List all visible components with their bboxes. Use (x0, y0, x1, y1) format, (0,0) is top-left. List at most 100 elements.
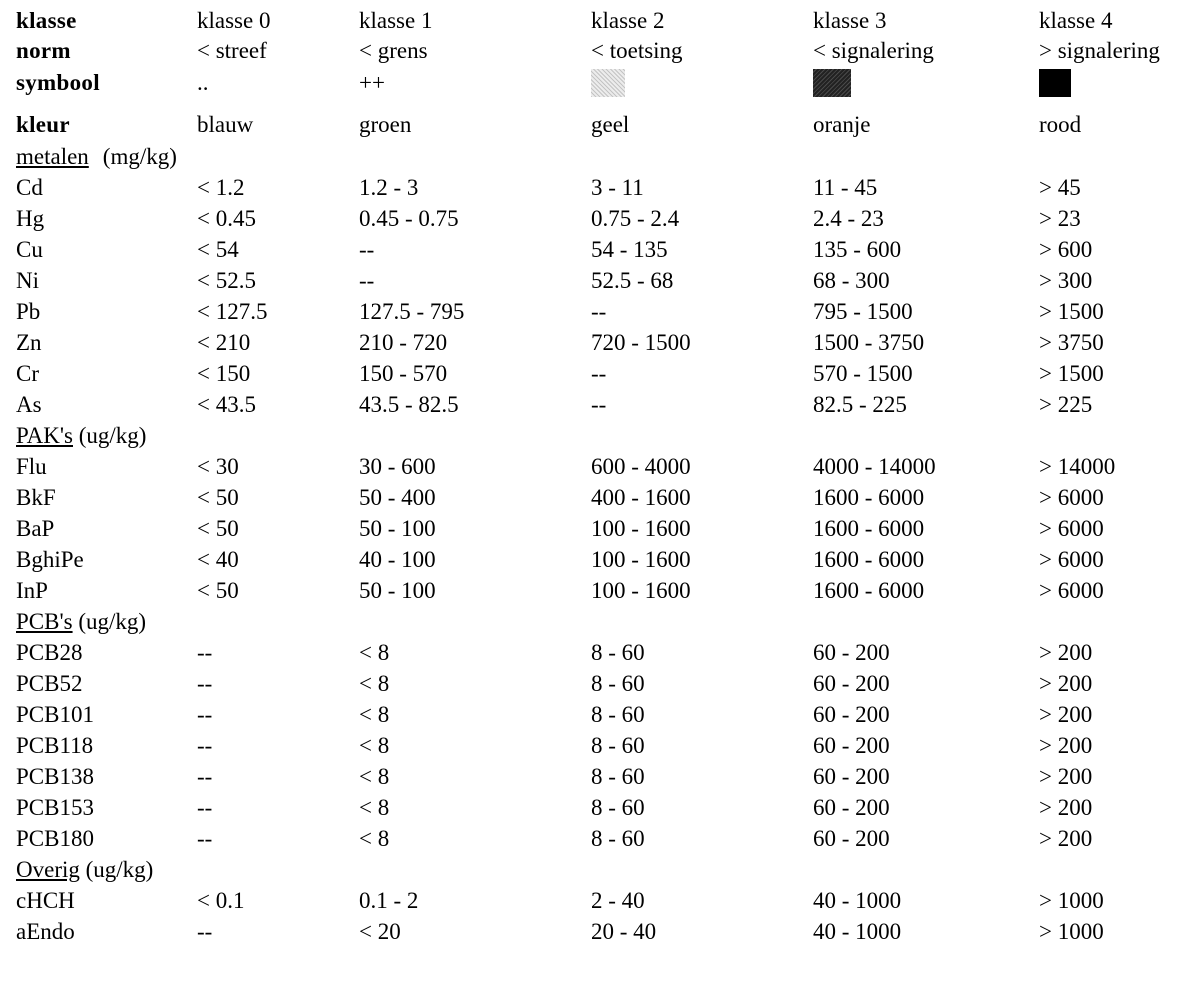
header-row-symbool: symbool .. ++ (0, 68, 1203, 98)
section-heading-paks: PAK's (ug/kg) (0, 421, 1203, 451)
cell-klasse-2: 54 - 135 (591, 237, 668, 262)
cell-klasse-0: < 127.5 (197, 299, 268, 324)
row-label: PCB52 (16, 671, 83, 696)
table-row: cHCH < 0.1 0.1 - 2 2 - 40 40 - 1000 > 10… (0, 886, 1203, 916)
cell-klasse-4: > 200 (1039, 764, 1093, 789)
row-label: Ni (16, 268, 39, 293)
row-label: Hg (16, 206, 45, 231)
cell-klasse-3: 795 - 1500 (813, 299, 913, 324)
header-klasse-1: klasse 1 (359, 8, 433, 33)
row-label: PCB28 (16, 640, 83, 665)
cell-klasse-1: -- (359, 237, 375, 262)
cell-klasse-4: > 6000 (1039, 516, 1104, 541)
cell-klasse-3: 68 - 300 (813, 268, 890, 293)
table-row: As < 43.5 43.5 - 82.5 -- 82.5 - 225 > 22… (0, 390, 1203, 420)
section-unit: (ug/kg) (78, 609, 147, 634)
kleur-klasse-2: geel (591, 112, 630, 137)
cell-klasse-3: 1600 - 6000 (813, 516, 925, 541)
cell-klasse-1: < 8 (359, 826, 390, 851)
symbool-klasse-2 (591, 68, 625, 98)
cell-klasse-0: -- (197, 671, 213, 696)
table-row: Pb < 127.5 127.5 - 795 -- 795 - 1500 > 1… (0, 297, 1203, 327)
light-dotted-swatch-icon (591, 69, 625, 97)
row-label: InP (16, 578, 48, 603)
cell-klasse-2: 100 - 1600 (591, 516, 691, 541)
table-row: Flu < 30 30 - 600 600 - 4000 4000 - 1400… (0, 452, 1203, 482)
cell-klasse-2: 2 - 40 (591, 888, 645, 913)
cell-klasse-1: < 8 (359, 733, 390, 758)
norm-klasse-0: < streef (197, 38, 267, 63)
row-label: Cu (16, 237, 43, 262)
cell-klasse-1: 40 - 100 (359, 547, 436, 572)
header-label-klasse: klasse (16, 8, 77, 33)
cell-klasse-0: < 50 (197, 516, 239, 541)
section-name: metalen (16, 144, 89, 169)
cell-klasse-3: 1600 - 6000 (813, 547, 925, 572)
cell-klasse-3: 60 - 200 (813, 826, 890, 851)
cell-klasse-2: 3 - 11 (591, 175, 644, 200)
header-label-symbool: symbool (16, 70, 100, 95)
cell-klasse-2: 8 - 60 (591, 671, 645, 696)
section-heading-text: PCB's (ug/kg) (16, 607, 146, 637)
cell-klasse-3: 60 - 200 (813, 640, 890, 665)
row-label: BaP (16, 516, 55, 541)
norm-klasse-3: < signalering (813, 38, 934, 63)
kleur-klasse-0: blauw (197, 112, 254, 137)
cell-klasse-4: > 200 (1039, 733, 1093, 758)
row-label: Zn (16, 330, 42, 355)
cell-klasse-4: > 23 (1039, 206, 1081, 231)
cell-klasse-1: 1.2 - 3 (359, 175, 419, 200)
cell-klasse-4: > 3750 (1039, 330, 1104, 355)
cell-klasse-2: 52.5 - 68 (591, 268, 674, 293)
section-name: PCB's (16, 609, 73, 634)
cell-klasse-2: 600 - 4000 (591, 454, 691, 479)
cell-klasse-3: 135 - 600 (813, 237, 902, 262)
cell-klasse-0: -- (197, 919, 213, 944)
cell-klasse-0: < 0.1 (197, 888, 245, 913)
cell-klasse-0: -- (197, 764, 213, 789)
table-row: aEndo -- < 20 20 - 40 40 - 1000 > 1000 (0, 917, 1203, 947)
cell-klasse-4: > 300 (1039, 268, 1093, 293)
cell-klasse-0: < 40 (197, 547, 239, 572)
section-heading-text: PAK's (ug/kg) (16, 421, 146, 451)
row-label: Cd (16, 175, 43, 200)
cell-klasse-3: 60 - 200 (813, 733, 890, 758)
cell-klasse-1: 0.1 - 2 (359, 888, 419, 913)
cell-klasse-4: > 200 (1039, 795, 1093, 820)
symbool-klasse-1: ++ (359, 70, 385, 95)
cell-klasse-1: 150 - 570 (359, 361, 448, 386)
table-row: InP < 50 50 - 100 100 - 1600 1600 - 6000… (0, 576, 1203, 606)
row-label: As (16, 392, 42, 417)
row-label: PCB153 (16, 795, 94, 820)
cell-klasse-0: < 210 (197, 330, 251, 355)
header-klasse-4: klasse 4 (1039, 8, 1113, 33)
cell-klasse-4: > 6000 (1039, 547, 1104, 572)
cell-klasse-2: 400 - 1600 (591, 485, 691, 510)
cell-klasse-0: < 0.45 (197, 206, 256, 231)
row-label: Pb (16, 299, 41, 324)
solid-black-swatch-icon (1039, 69, 1071, 97)
cell-klasse-1: 210 - 720 (359, 330, 448, 355)
norm-klasse-2: < toetsing (591, 38, 683, 63)
cell-klasse-1: 50 - 400 (359, 485, 436, 510)
section-heading-text: Overig (ug/kg) (16, 855, 153, 885)
cell-klasse-0: < 1.2 (197, 175, 245, 200)
cell-klasse-2: 100 - 1600 (591, 578, 691, 603)
symbool-klasse-0: .. (197, 70, 209, 95)
cell-klasse-4: > 200 (1039, 826, 1093, 851)
cell-klasse-2: -- (591, 361, 607, 386)
table-row: PCB138 -- < 8 8 - 60 60 - 200 > 200 (0, 762, 1203, 792)
section-name: PAK's (16, 423, 73, 448)
cell-klasse-2: 20 - 40 (591, 919, 657, 944)
row-label: Flu (16, 454, 47, 479)
cell-klasse-2: -- (591, 392, 607, 417)
cell-klasse-1: 127.5 - 795 (359, 299, 465, 324)
cell-klasse-0: < 54 (197, 237, 239, 262)
cell-klasse-2: 8 - 60 (591, 733, 645, 758)
table-row: PCB180 -- < 8 8 - 60 60 - 200 > 200 (0, 824, 1203, 854)
cell-klasse-3: 60 - 200 (813, 671, 890, 696)
cell-klasse-0: < 43.5 (197, 392, 256, 417)
cell-klasse-4: > 600 (1039, 237, 1093, 262)
cell-klasse-4: > 225 (1039, 392, 1093, 417)
cell-klasse-3: 60 - 200 (813, 702, 890, 727)
